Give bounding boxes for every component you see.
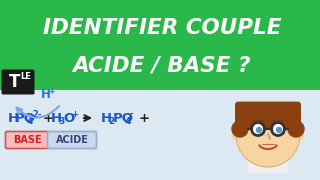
Circle shape (257, 127, 261, 132)
Text: BASE: BASE (13, 135, 41, 145)
Bar (0, 90, 320, 180)
Text: H: H (51, 111, 62, 125)
Text: H: H (41, 87, 51, 100)
Circle shape (236, 103, 300, 167)
Text: LE: LE (20, 71, 31, 80)
Circle shape (288, 121, 304, 137)
Text: +: + (71, 109, 78, 118)
Circle shape (232, 131, 240, 139)
Text: 4: 4 (27, 117, 33, 126)
Text: H: H (8, 111, 19, 125)
Circle shape (276, 127, 282, 132)
FancyBboxPatch shape (2, 69, 35, 94)
Circle shape (232, 121, 248, 137)
FancyBboxPatch shape (235, 102, 301, 130)
Text: 4: 4 (125, 117, 132, 126)
FancyBboxPatch shape (5, 132, 49, 148)
Text: ACIDE: ACIDE (56, 135, 88, 145)
Bar (0, 0, 320, 90)
Text: +: + (43, 111, 54, 125)
Circle shape (253, 124, 263, 134)
Text: PO: PO (15, 111, 36, 125)
Text: -: - (130, 109, 134, 118)
Text: PO: PO (113, 111, 134, 125)
Text: H: H (101, 111, 112, 125)
FancyBboxPatch shape (47, 132, 97, 148)
Text: 2: 2 (108, 117, 114, 126)
Text: 3: 3 (58, 117, 64, 126)
Circle shape (273, 124, 283, 134)
Text: +: + (139, 111, 150, 125)
Text: +: + (48, 87, 54, 96)
Text: 2-: 2- (33, 109, 42, 118)
Text: IDENTIFIER COUPLE: IDENTIFIER COUPLE (43, 18, 281, 38)
Text: ACIDE / BASE ?: ACIDE / BASE ? (73, 55, 251, 75)
FancyBboxPatch shape (248, 153, 288, 173)
Circle shape (296, 131, 304, 139)
Text: T: T (9, 73, 20, 91)
Text: O: O (63, 111, 74, 125)
